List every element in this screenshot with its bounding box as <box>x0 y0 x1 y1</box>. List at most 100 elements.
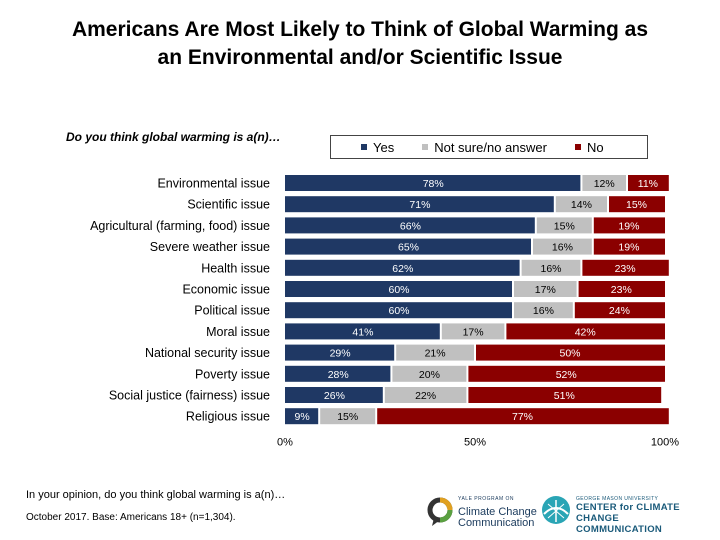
data-label: 77% <box>512 411 533 423</box>
data-label: 42% <box>575 326 596 338</box>
legend-item-yes: Yes <box>361 140 394 155</box>
gmu-logo-text: GEORGE MASON UNIVERSITY CENTER for CLIMA… <box>576 494 715 535</box>
bar-segment <box>441 323 505 340</box>
legend-label-yes: Yes <box>373 139 395 155</box>
data-label: 41% <box>352 326 373 338</box>
data-label: 20% <box>419 369 440 381</box>
data-label: 21% <box>425 348 446 360</box>
chart-title: Americans Are Most Likely to Think of Gl… <box>0 16 720 72</box>
category-label: Severe weather issue <box>150 240 270 254</box>
gmu-logo-line1: CENTER for CLIMATE CHANGE <box>576 502 680 524</box>
bar-segment <box>555 196 607 213</box>
bar-segment <box>285 175 581 191</box>
data-label: 60% <box>388 305 409 317</box>
legend: Yes Not sure/no answer No <box>330 135 648 159</box>
data-label: 19% <box>618 220 639 232</box>
category-label: Religious issue <box>186 410 270 424</box>
bar-segment <box>533 238 592 255</box>
bar-segment <box>285 387 383 403</box>
bar-segment <box>514 281 577 297</box>
data-label: 14% <box>571 199 592 211</box>
bar-segment <box>285 238 531 255</box>
bar-segment <box>593 217 665 234</box>
gmu-logo-line2: COMMUNICATION <box>576 524 663 535</box>
bar-segment <box>285 196 554 213</box>
data-label: 50% <box>559 348 580 360</box>
bar-segment <box>514 302 573 319</box>
bar-segment <box>468 387 662 403</box>
stacked-bar-chart: Environmental issue 78% 12% 11% Scientific i… <box>90 175 679 448</box>
yale-logo-small: YALE PROGRAM ON <box>458 496 515 502</box>
data-label: 29% <box>330 348 351 360</box>
x-tick-label: 0% <box>277 436 293 448</box>
bar-segment <box>285 217 535 234</box>
bar-segment <box>285 408 319 425</box>
data-label: 17% <box>463 326 484 338</box>
bar-segment <box>285 344 395 361</box>
legend-swatch-not-sure <box>422 144 429 150</box>
data-label: 19% <box>618 242 639 254</box>
data-label: 78% <box>423 178 444 190</box>
bar-segment <box>468 365 665 382</box>
x-tick-label: 100% <box>651 436 679 448</box>
bar-segment <box>574 302 665 319</box>
legend-label-not-sure: Not sure/no answer <box>434 139 547 155</box>
data-label: 62% <box>392 263 413 275</box>
bar-segment <box>506 323 665 340</box>
category-label: Scientific issue <box>187 198 270 212</box>
gmu-logo-icon <box>542 496 570 524</box>
data-label: 24% <box>609 305 630 317</box>
category-label: Poverty issue <box>195 367 270 381</box>
data-label: 17% <box>535 284 556 296</box>
survey-question: Do you think global warming is a(n)… <box>66 130 281 144</box>
bar-segment <box>384 387 467 403</box>
bar-segment <box>582 259 669 276</box>
data-label: 15% <box>337 411 358 423</box>
data-label: 60% <box>388 284 409 296</box>
chart-title-line1: Americans Are Most Likely to Think of Gl… <box>71 18 649 41</box>
category-label: Social justice (fairness) issue <box>109 389 270 403</box>
gmu-logo-small: GEORGE MASON UNIVERSITY <box>576 496 659 502</box>
legend-swatch-yes <box>361 144 367 150</box>
yale-logo-text: YALE PROGRAM ON Climate Change Communica… <box>458 494 537 529</box>
data-label: 65% <box>398 242 419 254</box>
data-label: 52% <box>556 369 577 381</box>
data-label: 11% <box>638 178 658 190</box>
category-label: Environmental issue <box>157 177 270 191</box>
bar-segment <box>285 323 440 340</box>
legend-item-no: No <box>574 139 604 155</box>
data-label: 23% <box>615 263 636 275</box>
data-label: 15% <box>554 220 575 232</box>
legend-swatch-no <box>574 144 581 150</box>
bar-segment <box>609 196 665 213</box>
category-label: Moral issue <box>206 325 270 339</box>
chart-title-line2: an Environmental and/or Scientific Issue <box>157 46 563 69</box>
category-label: Economic issue <box>182 283 270 297</box>
bar-segment <box>377 408 669 425</box>
bar-segment <box>582 175 626 191</box>
bar-segment <box>285 259 520 276</box>
legend-label-no: No <box>586 139 604 155</box>
bar-segment <box>536 217 592 234</box>
data-label: 23% <box>611 284 632 296</box>
bar-segment <box>578 281 665 297</box>
x-tick-label: 50% <box>464 436 486 448</box>
legend-item-not-sure: Not sure/no answer <box>422 140 547 155</box>
data-label: 15% <box>626 199 647 211</box>
footnote-base: October 2017. Base: Americans 18+ (n=1,3… <box>26 512 236 523</box>
bar-segment <box>320 408 376 425</box>
bar-segment <box>285 365 391 382</box>
yale-logo: YALE PROGRAM ON Climate Change Communica… <box>426 494 541 530</box>
bar-segment <box>396 344 474 361</box>
bar-segment <box>521 259 581 276</box>
category-label: National security issue <box>145 346 270 360</box>
bar-segment <box>285 302 512 319</box>
data-label: 71% <box>409 199 430 211</box>
category-label: Health issue <box>201 261 270 275</box>
yale-logo-line1: Climate Change <box>458 506 537 518</box>
data-label: 66% <box>400 220 421 232</box>
footnote-question: In your opinion, do you think global war… <box>26 489 286 501</box>
bar-segment <box>392 365 467 382</box>
yale-logo-icon <box>427 497 453 526</box>
bar-segment <box>476 344 665 361</box>
